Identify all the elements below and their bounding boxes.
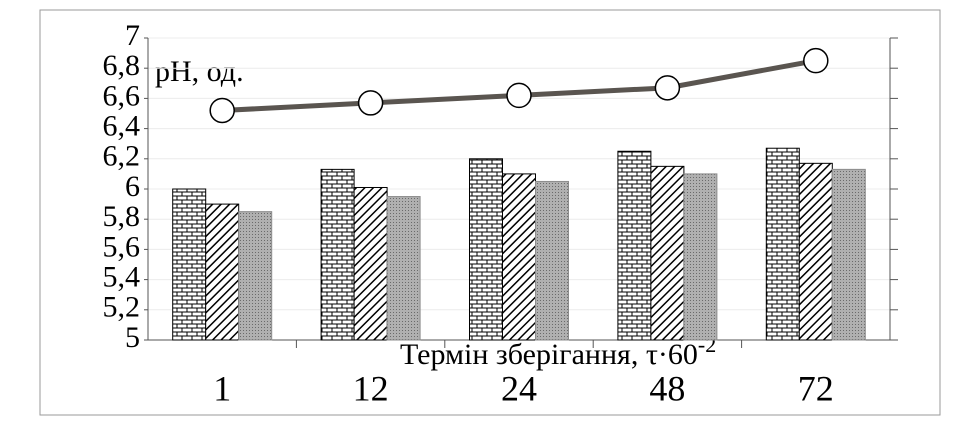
line-point <box>654 75 681 101</box>
line-point <box>209 97 235 124</box>
x-tick-label: 1 <box>213 368 231 408</box>
bar <box>469 158 503 341</box>
bar <box>617 150 652 341</box>
x-axis-label-main: Термін зберігання, τ·60 <box>400 338 698 371</box>
bar <box>172 188 207 341</box>
y-tick-label: 5,6 <box>103 230 141 263</box>
y-tick-label: 6 <box>125 170 140 203</box>
chart-frame <box>39 9 941 416</box>
y-tick-label: 6,4 <box>103 109 141 142</box>
bar <box>205 203 240 341</box>
bar <box>798 162 833 341</box>
bar <box>353 186 388 341</box>
bar <box>683 173 718 341</box>
bar <box>502 173 536 341</box>
y-tick-label: 5,2 <box>103 291 141 324</box>
x-tick-label: 12 <box>353 368 389 408</box>
bar <box>238 211 273 341</box>
y-tick-label: 5,4 <box>103 260 141 293</box>
bar <box>831 168 866 341</box>
y-tick-label: 5 <box>125 321 140 354</box>
y-tick-label: 6,2 <box>103 140 141 173</box>
bar <box>650 165 685 341</box>
bar <box>535 180 569 341</box>
bar <box>765 147 800 341</box>
bar <box>320 168 355 341</box>
x-tick-label: 72 <box>798 368 834 408</box>
bar <box>386 196 421 341</box>
annotation: pH, од. <box>155 55 244 88</box>
y-tick-label: 6,6 <box>103 79 141 112</box>
y-tick-label: 5,8 <box>103 200 141 233</box>
line-point <box>357 90 384 116</box>
line-point <box>803 47 829 74</box>
line-point <box>506 82 532 109</box>
x-tick-label: 48 <box>649 368 685 408</box>
y-tick-label: 6,8 <box>103 49 141 82</box>
y-tick-label: 7 <box>125 19 140 52</box>
x-tick-label: 24 <box>501 368 537 408</box>
